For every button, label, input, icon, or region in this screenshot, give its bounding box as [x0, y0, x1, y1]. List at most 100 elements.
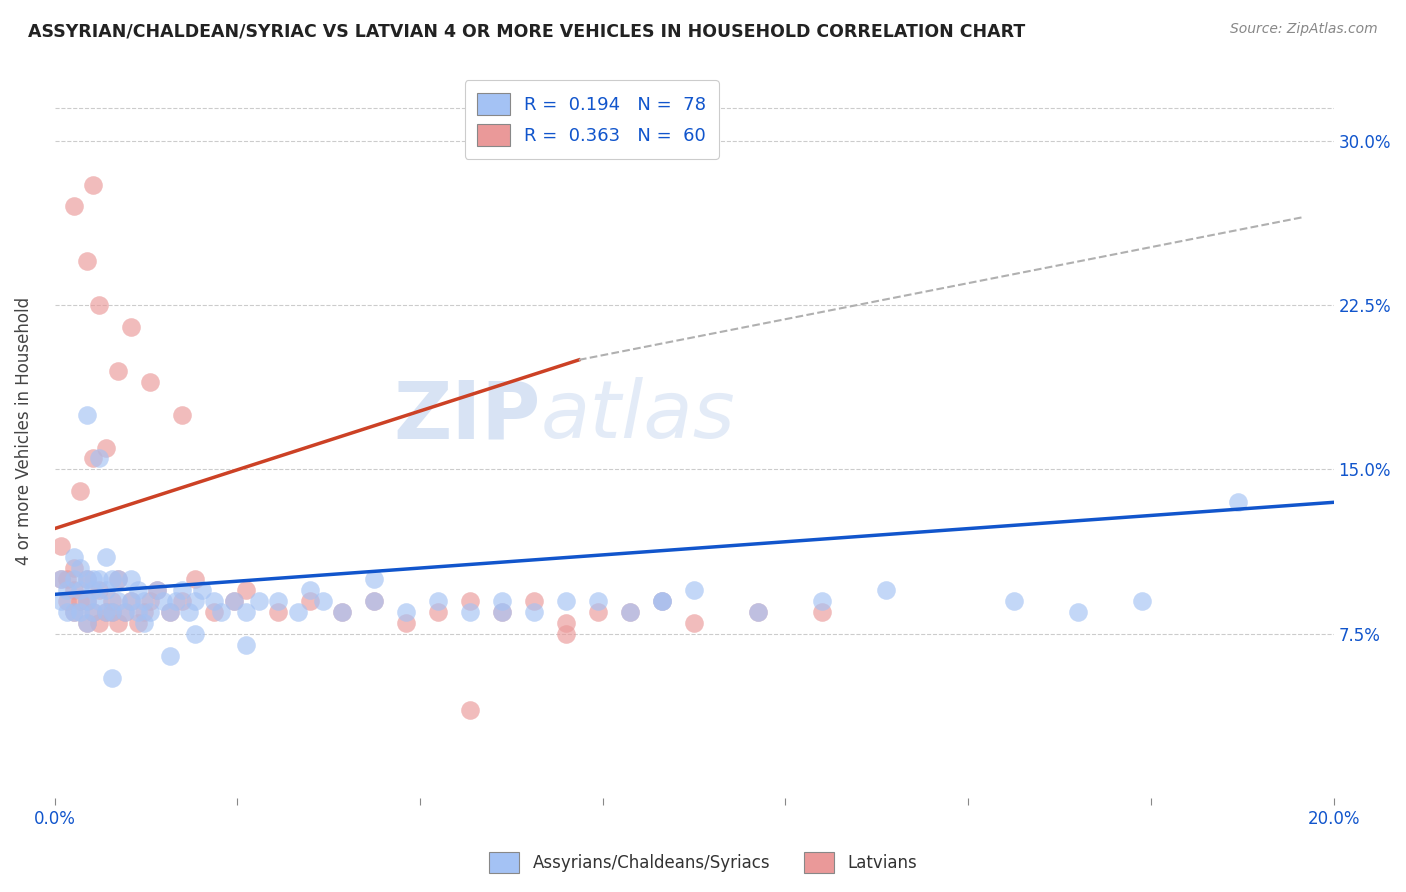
Point [458, 704, 481, 718]
Point [82, 582, 104, 597]
Point [287, 605, 309, 619]
Point [395, 605, 418, 619]
Point [312, 594, 335, 608]
Point [146, 582, 169, 597]
Point [127, 615, 149, 630]
Point [101, 572, 124, 586]
Point [120, 594, 142, 608]
Point [94, 605, 117, 619]
Point [427, 605, 450, 619]
Point [747, 605, 769, 619]
Point [202, 605, 225, 619]
Point [555, 627, 578, 641]
Point [76, 572, 98, 586]
Point [62, 572, 84, 586]
Point [267, 605, 290, 619]
Point [619, 605, 641, 619]
Point [62, 605, 84, 619]
Point [132, 594, 155, 608]
Point [184, 627, 207, 641]
Point [107, 364, 129, 378]
Point [82, 605, 104, 619]
Point [222, 594, 245, 608]
Point [107, 594, 129, 608]
Point [235, 582, 257, 597]
Point [172, 408, 194, 422]
Y-axis label: 4 or more Vehicles in Household: 4 or more Vehicles in Household [15, 297, 32, 566]
Point [107, 572, 129, 586]
Point [491, 594, 513, 608]
Point [651, 594, 673, 608]
Point [330, 605, 353, 619]
Point [146, 582, 169, 597]
Point [56, 572, 79, 586]
Point [101, 671, 124, 685]
Point [62, 605, 84, 619]
Point [184, 594, 207, 608]
Point [555, 594, 578, 608]
Point [267, 594, 290, 608]
Point [49, 572, 72, 586]
Point [395, 615, 418, 630]
Point [89, 298, 111, 312]
Point [94, 605, 117, 619]
Point [120, 572, 142, 586]
Point [127, 605, 149, 619]
Point [120, 320, 142, 334]
Point [299, 594, 322, 608]
Point [76, 572, 98, 586]
Point [1002, 594, 1025, 608]
Point [94, 441, 117, 455]
Point [683, 615, 706, 630]
Point [62, 550, 84, 565]
Point [811, 605, 834, 619]
Point [555, 615, 578, 630]
Point [190, 582, 212, 597]
Legend: R =  0.194   N =  78, R =  0.363   N =  60: R = 0.194 N = 78, R = 0.363 N = 60 [464, 80, 718, 159]
Point [184, 572, 207, 586]
Point [114, 605, 136, 619]
Point [49, 594, 72, 608]
Point [82, 451, 104, 466]
Point [56, 605, 79, 619]
Point [523, 605, 546, 619]
Point [363, 594, 385, 608]
Point [49, 539, 72, 553]
Point [875, 582, 897, 597]
Point [247, 594, 270, 608]
Point [427, 594, 450, 608]
Point [56, 594, 79, 608]
Point [159, 648, 181, 663]
Point [491, 605, 513, 619]
Point [177, 605, 200, 619]
Point [209, 605, 232, 619]
Point [222, 594, 245, 608]
Text: ASSYRIAN/CHALDEAN/SYRIAC VS LATVIAN 4 OR MORE VEHICLES IN HOUSEHOLD CORRELATION : ASSYRIAN/CHALDEAN/SYRIAC VS LATVIAN 4 OR… [28, 22, 1025, 40]
Point [82, 605, 104, 619]
Point [1226, 495, 1249, 509]
Point [127, 582, 149, 597]
Point [139, 375, 162, 389]
Point [89, 451, 111, 466]
Point [62, 199, 84, 213]
Point [152, 594, 174, 608]
Point [94, 582, 117, 597]
Point [69, 594, 91, 608]
Point [299, 582, 322, 597]
Point [76, 594, 98, 608]
Text: Source: ZipAtlas.com: Source: ZipAtlas.com [1230, 22, 1378, 37]
Point [69, 484, 91, 499]
Point [49, 572, 72, 586]
Point [330, 605, 353, 619]
Point [619, 605, 641, 619]
Point [1130, 594, 1153, 608]
Point [76, 615, 98, 630]
Point [69, 582, 91, 597]
Point [82, 178, 104, 192]
Point [172, 594, 194, 608]
Point [76, 615, 98, 630]
Point [82, 572, 104, 586]
Point [107, 572, 129, 586]
Point [586, 605, 609, 619]
Point [101, 605, 124, 619]
